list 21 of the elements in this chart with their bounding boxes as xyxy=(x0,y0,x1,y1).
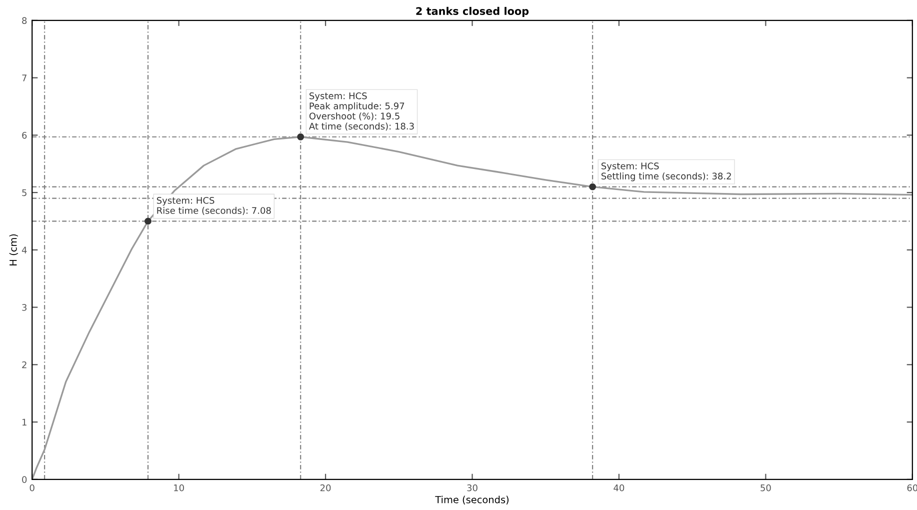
y-tick-label: 6 xyxy=(22,132,27,139)
x-tick-label: 20 xyxy=(320,484,331,492)
y-tick-label: 2 xyxy=(22,361,26,368)
x-axis-title: Time (seconds) xyxy=(435,496,509,504)
annotation: System: HCS Settling time (seconds): 38.2 xyxy=(601,162,731,182)
x-tick-label: 40 xyxy=(614,484,624,492)
x-tick-label: 0 xyxy=(30,484,34,492)
y-tick-label: 1 xyxy=(22,418,26,426)
y-tick-label: 7 xyxy=(22,74,26,82)
y-tick-label: 3 xyxy=(22,304,27,311)
y-tick-label: 4 xyxy=(22,246,27,254)
y-axis-title: H (cm) xyxy=(9,234,18,266)
y-tick-label: 8 xyxy=(22,17,27,24)
x-tick-label: 50 xyxy=(760,484,771,492)
y-tick-label: 5 xyxy=(22,189,26,196)
x-tick-label: 10 xyxy=(174,484,184,492)
y-tick-label: 0 xyxy=(22,476,27,483)
chart-title: 2 tanks closed loop xyxy=(416,6,529,18)
annotation: System: HCS Peak amplitude: 5.97 Overshoot (%): 19.5 At time (seconds): 18.3 xyxy=(308,92,414,131)
x-tick-label: 30 xyxy=(467,484,478,492)
annotation: System: HCS Rise time (seconds): 7.08 xyxy=(156,196,271,215)
